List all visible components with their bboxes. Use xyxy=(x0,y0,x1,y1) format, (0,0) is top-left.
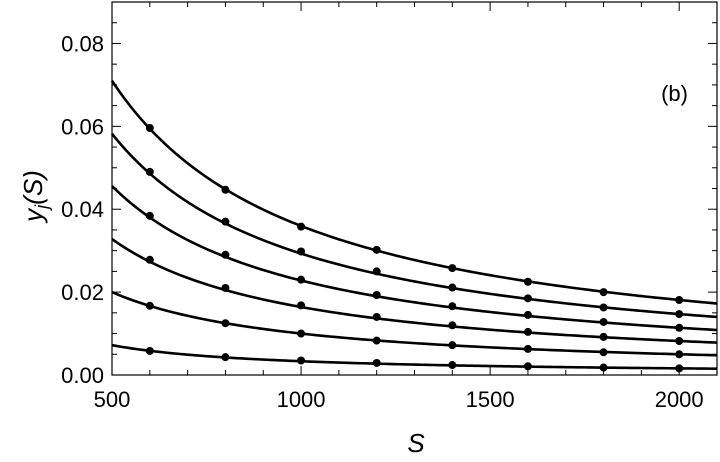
data-point xyxy=(221,250,230,259)
fit-curve-6 xyxy=(111,343,718,370)
data-point xyxy=(448,264,457,273)
data-point xyxy=(145,346,154,355)
panel-label: (b) xyxy=(661,81,688,106)
fit-curve-2 xyxy=(110,132,718,319)
x-tick-label: 1500 xyxy=(466,387,515,412)
fit-curve-3 xyxy=(111,185,718,332)
data-point xyxy=(448,283,457,292)
data-point xyxy=(675,350,684,359)
data-point xyxy=(221,353,230,362)
data-point xyxy=(145,211,154,220)
svg-text:yj(S): yj(S) xyxy=(18,170,52,224)
data-points xyxy=(145,123,684,373)
data-point xyxy=(599,317,608,326)
y-axis-label: yj(S) xyxy=(18,170,52,224)
fit-curves xyxy=(110,80,718,370)
y-axis-label-tail: (S) xyxy=(18,170,48,205)
axes: 500 1000 1500 2000 0.00 0.02 0.04 0.06 0.08 xyxy=(61,1,718,412)
data-point xyxy=(145,301,154,310)
data-point xyxy=(221,319,230,328)
data-point xyxy=(297,247,306,256)
data-point xyxy=(221,283,230,292)
data-point xyxy=(599,303,608,312)
data-point xyxy=(599,348,608,357)
data-point xyxy=(448,321,457,330)
data-point xyxy=(675,337,684,346)
data-point xyxy=(523,294,532,303)
y-tick-label: 0.02 xyxy=(61,280,104,305)
y-tick-label: 0.08 xyxy=(61,31,104,56)
data-point xyxy=(145,167,154,176)
fit-curve-4 xyxy=(111,237,718,344)
data-point xyxy=(297,275,306,284)
data-point xyxy=(372,358,381,367)
data-point xyxy=(297,356,306,365)
data-point xyxy=(675,310,684,319)
x-tick-label: 2000 xyxy=(655,387,704,412)
data-point xyxy=(372,267,381,276)
x-tick-label: 1000 xyxy=(277,387,326,412)
data-point xyxy=(523,327,532,336)
data-point xyxy=(448,341,457,350)
y-axis-label-sub: j xyxy=(32,204,52,212)
data-point xyxy=(448,361,457,370)
data-point xyxy=(599,288,608,297)
data-point xyxy=(523,277,532,286)
data-point xyxy=(372,291,381,300)
data-point xyxy=(145,123,154,132)
data-point xyxy=(372,245,381,254)
x-axis-label: S xyxy=(407,428,425,458)
data-point xyxy=(675,323,684,332)
data-point xyxy=(145,255,154,264)
y-axis-label-main: y xyxy=(18,207,48,224)
data-point xyxy=(675,295,684,304)
data-point xyxy=(523,344,532,353)
y-tick-label: 0.06 xyxy=(61,114,104,139)
data-point xyxy=(297,301,306,310)
data-point xyxy=(297,329,306,338)
fit-curve-5 xyxy=(111,290,718,357)
data-point xyxy=(599,332,608,341)
data-point xyxy=(372,336,381,345)
y-tick-label: 0.00 xyxy=(61,363,104,388)
data-point xyxy=(221,185,230,194)
fit-curve-1 xyxy=(110,80,718,305)
data-point xyxy=(297,222,306,231)
y-tick-label: 0.04 xyxy=(61,197,104,222)
data-point xyxy=(523,310,532,319)
data-point xyxy=(221,217,230,226)
data-point xyxy=(523,362,532,371)
data-point xyxy=(599,363,608,372)
data-point xyxy=(448,302,457,311)
data-point xyxy=(372,312,381,321)
x-tick-label: 500 xyxy=(94,387,131,412)
